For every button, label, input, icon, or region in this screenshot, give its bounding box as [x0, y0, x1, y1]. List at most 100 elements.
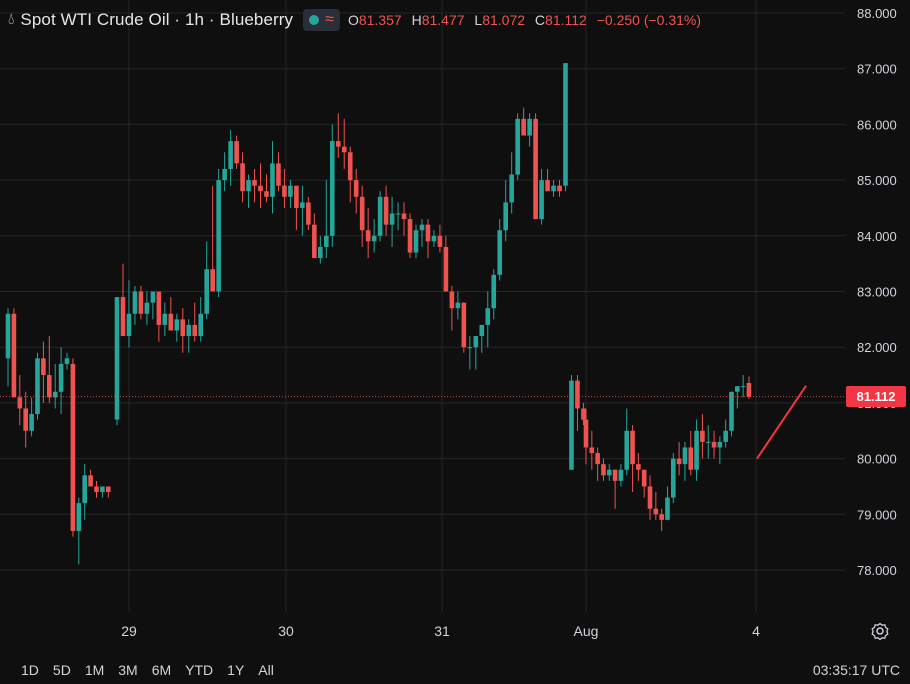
- candle-body: [479, 324, 485, 337]
- candle: [58, 347, 64, 415]
- candle-body: [473, 336, 479, 348]
- candle-body: [455, 302, 461, 309]
- candle-body: [581, 408, 586, 420]
- candle: [138, 285, 144, 320]
- range-button-5d[interactable]: 5D: [52, 662, 71, 678]
- candle-body: [282, 185, 287, 197]
- candle-body: [198, 313, 204, 337]
- candle: [551, 180, 556, 197]
- candle: [630, 425, 635, 493]
- candle-body: [324, 235, 329, 247]
- candle-body: [595, 453, 600, 465]
- candle: [461, 302, 467, 353]
- candle-body: [222, 168, 227, 181]
- candle: [228, 129, 233, 186]
- low-label: L: [474, 12, 483, 28]
- close-label: C: [534, 12, 546, 28]
- utc-clock[interactable]: 03:35:17 UTC: [812, 662, 900, 678]
- candle: [329, 124, 335, 247]
- candle: [425, 219, 431, 259]
- candle: [735, 386, 740, 409]
- market-status-dot: [309, 15, 320, 25]
- high-label: H: [411, 12, 422, 28]
- candle: [162, 302, 168, 337]
- candle-body: [318, 246, 323, 259]
- low-value: 81.072: [482, 12, 526, 28]
- candle-body: [665, 497, 670, 520]
- status-pill[interactable]: ≈: [303, 9, 340, 31]
- candle: [41, 341, 46, 403]
- range-button-all[interactable]: All: [258, 662, 274, 678]
- candle: [17, 375, 23, 426]
- candle-body: [389, 213, 395, 225]
- candle-body: [270, 163, 275, 197]
- candle: [624, 408, 630, 476]
- candle: [47, 336, 52, 403]
- candle-body: [485, 308, 491, 325]
- candle: [222, 152, 227, 192]
- candle-body: [636, 464, 641, 470]
- candle-body: [100, 486, 105, 493]
- y-tick-label: 80.000: [857, 452, 897, 467]
- candle-body: [144, 302, 150, 314]
- candle-body: [228, 141, 233, 169]
- candle: [216, 168, 221, 298]
- range-button-1d[interactable]: 1D: [21, 662, 39, 678]
- candle: [383, 185, 389, 236]
- candle: [419, 219, 425, 247]
- candle-body: [234, 141, 239, 164]
- candle-body: [659, 514, 664, 520]
- trend-line[interactable]: [756, 385, 807, 460]
- candle-body: [527, 118, 532, 136]
- candle-body: [601, 464, 606, 476]
- candle-body: [306, 202, 311, 225]
- candle-body: [575, 380, 580, 409]
- candle: [595, 447, 600, 481]
- candle-body: [210, 269, 215, 292]
- candle: [132, 285, 138, 325]
- candle: [198, 297, 204, 342]
- candle: [23, 391, 28, 448]
- candle-body: [52, 391, 58, 398]
- candle: [563, 63, 568, 192]
- drop-icon: 💧︎: [8, 11, 15, 28]
- time-axis[interactable]: 29 30 31 Aug 4: [121, 623, 760, 639]
- candle: [479, 324, 485, 353]
- range-button-3m[interactable]: 3M: [118, 662, 138, 678]
- candle: [76, 497, 82, 565]
- candle-body: [491, 274, 497, 309]
- candle-body: [443, 246, 449, 292]
- range-button-1y[interactable]: 1Y: [227, 662, 245, 678]
- symbol-title[interactable]: Spot WTI Crude Oil · 1h · Blueberry: [20, 10, 294, 29]
- candle-body: [653, 508, 659, 515]
- candle: [437, 224, 443, 253]
- candle-body: [711, 441, 717, 448]
- candle-body: [353, 180, 359, 197]
- range-button-ytd[interactable]: YTD: [185, 662, 214, 678]
- candle-body: [557, 185, 562, 192]
- candle-body: [168, 313, 174, 331]
- candle-body: [5, 313, 11, 359]
- candle: [353, 168, 359, 214]
- candle: [740, 375, 746, 398]
- gear-icon[interactable]: [870, 621, 890, 641]
- candle-body: [341, 146, 347, 153]
- candle-body: [545, 180, 550, 192]
- candle-body: [606, 469, 612, 476]
- candle-body: [156, 291, 162, 325]
- range-selector: 1D 5D 1M 3M 6M YTD 1Y All: [14, 662, 281, 678]
- candle: [413, 224, 419, 259]
- candle-body: [641, 469, 647, 487]
- candle-body: [497, 230, 503, 275]
- candle: [515, 113, 520, 181]
- range-button-1m[interactable]: 1M: [84, 662, 105, 678]
- candle: [192, 302, 198, 342]
- range-button-6m[interactable]: 6M: [151, 662, 172, 678]
- candle-body: [425, 224, 431, 242]
- candle: [618, 464, 624, 487]
- wave-icon: ≈: [325, 11, 334, 28]
- candle-body: [288, 185, 293, 197]
- close-value: 81.112: [545, 12, 587, 28]
